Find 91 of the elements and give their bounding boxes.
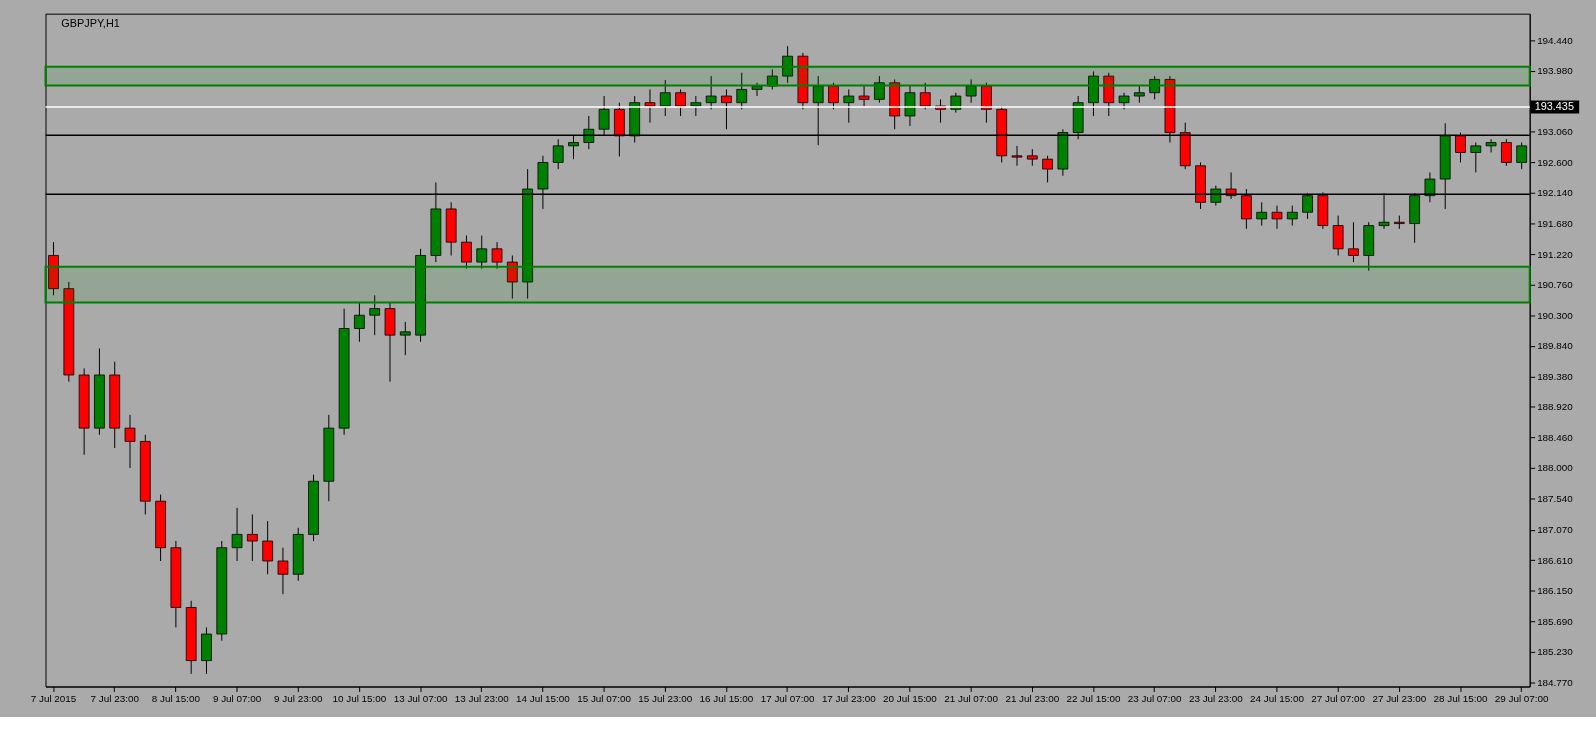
candlestick bbox=[675, 88, 686, 117]
y-tick-label: 185.690 bbox=[1537, 615, 1574, 627]
x-tick-label: 27 Jul 07:00 bbox=[1311, 692, 1366, 704]
x-tick-label: 29 Jul 07:00 bbox=[1494, 692, 1550, 704]
y-tick-label: 187.070 bbox=[1537, 524, 1574, 536]
candlestick bbox=[904, 85, 916, 127]
candlestick bbox=[828, 82, 839, 110]
y-tick-label: 194.440 bbox=[1537, 34, 1574, 46]
candlestick bbox=[919, 82, 931, 110]
x-tick-label: 22 Jul 15:00 bbox=[1066, 692, 1121, 704]
x-tick-label: 21 Jul 07:00 bbox=[944, 692, 999, 704]
candlestick bbox=[277, 547, 289, 595]
y-tick-label: 188.920 bbox=[1537, 401, 1574, 413]
candlestick bbox=[644, 88, 656, 124]
x-tick-label: 17 Jul 23:00 bbox=[821, 692, 877, 704]
y-tick-label: 190.300 bbox=[1537, 309, 1574, 321]
candlestick bbox=[858, 85, 870, 107]
x-tick-label: 23 Jul 07:00 bbox=[1127, 692, 1183, 704]
x-tick-label: 24 Jul 15:00 bbox=[1250, 692, 1305, 704]
y-tick-label: 185.230 bbox=[1537, 646, 1574, 658]
candlestick bbox=[690, 95, 702, 117]
candlestick bbox=[1286, 205, 1298, 227]
y-tick-label: 190.760 bbox=[1537, 279, 1574, 291]
y-tick-label: 191.680 bbox=[1537, 218, 1574, 230]
candlestick bbox=[1042, 155, 1053, 183]
y-tick-label: 188.000 bbox=[1537, 462, 1574, 474]
y-tick-label: 186.150 bbox=[1537, 585, 1574, 597]
candlestick bbox=[354, 301, 365, 343]
y-tick-label: 187.540 bbox=[1537, 493, 1574, 504]
x-tick-label: 13 Jul 23:00 bbox=[454, 692, 510, 704]
candlestick bbox=[1348, 221, 1359, 263]
candlestick bbox=[262, 520, 274, 575]
candlestick bbox=[491, 241, 503, 270]
candlestick bbox=[721, 88, 732, 130]
chart-title: GBPJPY,H1 bbox=[61, 16, 120, 29]
candlestick bbox=[369, 294, 381, 336]
x-tick-label: 9 Jul 07:00 bbox=[212, 692, 262, 704]
x-tick-label: 27 Jul 23:00 bbox=[1372, 692, 1427, 704]
x-tick-label: 28 Jul 15:00 bbox=[1433, 692, 1488, 704]
candlestick bbox=[1516, 142, 1528, 170]
candlestick bbox=[461, 235, 472, 270]
x-tick-label: 20 Jul 15:00 bbox=[883, 692, 938, 704]
x-tick-label: 8 Jul 15:00 bbox=[151, 692, 201, 704]
candlestick bbox=[705, 75, 717, 110]
candlestick bbox=[124, 414, 136, 469]
y-tick-label: 193.060 bbox=[1537, 126, 1574, 138]
x-tick-label: 7 Jul 2015 bbox=[30, 692, 77, 704]
y-tick-label: 192.140 bbox=[1537, 187, 1574, 199]
candlestick bbox=[506, 254, 518, 300]
x-tick-label: 14 Jul 15:00 bbox=[516, 692, 571, 704]
x-tick-label: 15 Jul 23:00 bbox=[638, 692, 693, 704]
candlestick bbox=[399, 321, 411, 356]
y-tick-label: 189.380 bbox=[1537, 370, 1574, 382]
x-tick-label: 7 Jul 23:00 bbox=[90, 692, 140, 704]
candlestick bbox=[1485, 138, 1497, 153]
y-tick-label: 188.460 bbox=[1537, 431, 1574, 443]
x-tick-label: 13 Jul 07:00 bbox=[393, 692, 448, 704]
candlestick bbox=[736, 72, 748, 110]
x-tick-label: 15 Jul 07:00 bbox=[577, 692, 632, 704]
candlestick bbox=[1501, 138, 1512, 167]
candlestick bbox=[874, 75, 885, 104]
candlestick bbox=[1011, 145, 1023, 167]
y-tick-label: 186.610 bbox=[1537, 554, 1574, 566]
x-tick-label: 10 Jul 15:00 bbox=[332, 692, 387, 704]
candlestick bbox=[659, 79, 671, 117]
candlestick bbox=[751, 82, 763, 97]
x-tick-label: 23 Jul 23:00 bbox=[1188, 692, 1244, 704]
candlestick bbox=[476, 235, 488, 270]
y-tick-label: 192.600 bbox=[1537, 156, 1574, 168]
candlestick bbox=[1332, 215, 1344, 256]
x-tick-label: 9 Jul 23:00 bbox=[274, 692, 323, 704]
candlestick bbox=[1256, 201, 1268, 227]
x-tick-label: 16 Jul 15:00 bbox=[699, 692, 754, 704]
candlestick bbox=[766, 68, 778, 90]
x-tick-label: 21 Jul 23:00 bbox=[1005, 692, 1060, 704]
candlestick bbox=[965, 78, 977, 104]
candlestick bbox=[231, 507, 243, 562]
ref-line-label: 193.435 bbox=[1534, 99, 1574, 112]
y-tick-label: 193.980 bbox=[1537, 65, 1574, 77]
y-tick-label: 191.220 bbox=[1537, 248, 1574, 260]
candlestick bbox=[782, 45, 793, 84]
y-tick-label: 184.770 bbox=[1537, 676, 1574, 688]
y-tick-label: 189.840 bbox=[1537, 340, 1574, 352]
candlestick bbox=[1470, 142, 1482, 173]
candlestick bbox=[552, 138, 564, 170]
candlestick bbox=[1149, 75, 1161, 100]
candlestick bbox=[246, 513, 258, 562]
candlestick bbox=[1271, 205, 1283, 230]
candlestick bbox=[981, 82, 992, 124]
candlestick bbox=[843, 88, 855, 124]
x-tick-label: 17 Jul 07:00 bbox=[760, 692, 816, 704]
